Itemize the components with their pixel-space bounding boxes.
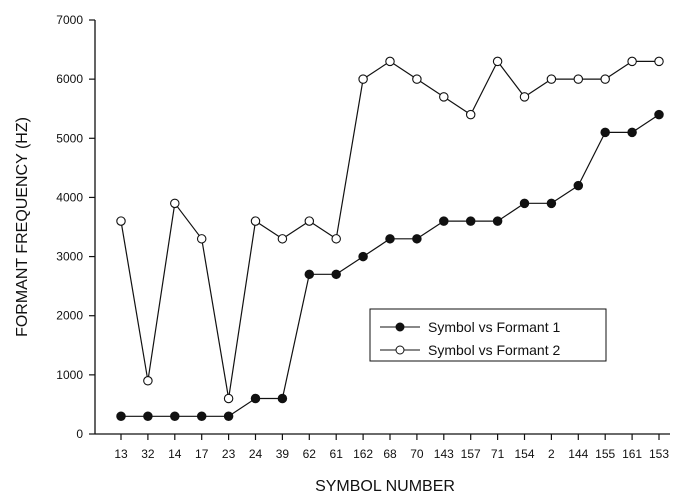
series-1-point xyxy=(116,411,126,422)
legend-label-series-2: Symbol vs Formant 2 xyxy=(428,342,560,358)
y-tick-label: 7000 xyxy=(56,13,83,27)
y-tick-label: 5000 xyxy=(56,131,83,145)
x-tick-label: 23 xyxy=(222,447,236,461)
series-2-point xyxy=(304,216,315,226)
series-1-point xyxy=(519,198,530,209)
x-tick-label: 61 xyxy=(330,447,344,461)
x-tick-label: 70 xyxy=(410,447,424,461)
series-2-point xyxy=(546,74,557,84)
series-2-point xyxy=(170,198,180,209)
x-tick-label: 32 xyxy=(141,447,155,461)
x-tick-label: 2 xyxy=(548,447,555,461)
y-tick-label: 3000 xyxy=(56,250,83,264)
x-tick-label: 155 xyxy=(595,447,615,461)
series-layer xyxy=(116,56,664,422)
series-1-line xyxy=(121,114,660,417)
series-2-point xyxy=(465,109,476,120)
series-1-point xyxy=(250,393,261,404)
series-2-point xyxy=(600,74,610,84)
y-tick-label: 0 xyxy=(76,427,83,441)
y-tick-label: 6000 xyxy=(56,72,83,86)
series-1-point xyxy=(358,251,368,262)
series-1 xyxy=(116,109,664,422)
legend: Symbol vs Formant 1 Symbol vs Formant 2 xyxy=(369,308,607,362)
series-2-point xyxy=(573,74,584,84)
x-tick-label: 14 xyxy=(168,447,182,461)
axes xyxy=(94,20,670,435)
series-2-point xyxy=(223,393,234,404)
x-tick-label: 13 xyxy=(114,447,128,461)
legend-marker-series-1 xyxy=(395,322,405,332)
series-1-point xyxy=(385,234,395,244)
series-1-point xyxy=(331,269,341,280)
series-2 xyxy=(116,56,664,404)
series-2-point xyxy=(439,92,449,102)
series-2-point xyxy=(116,216,126,226)
series-1-point xyxy=(143,411,153,422)
x-ticks: 13 32 14 17 23 24 39 62 61 162 68 70 143 157 71 154 2 144… xyxy=(114,434,669,461)
x-axis-title: SYMBOL NUMBER xyxy=(315,478,455,495)
series-1-point xyxy=(546,198,557,209)
series-1-point xyxy=(573,180,584,191)
y-ticks: 0 1000 2000 3000 4000 5000 6000 7000 xyxy=(56,13,95,441)
series-1-point xyxy=(600,127,610,138)
series-1-point xyxy=(223,411,234,422)
series-1-point xyxy=(412,234,422,244)
x-tick-label: 153 xyxy=(649,447,669,461)
series-2-point xyxy=(519,92,530,102)
series-1-point xyxy=(492,216,503,226)
series-2-point xyxy=(358,74,368,84)
x-tick-label: 68 xyxy=(383,447,397,461)
x-tick-label: 24 xyxy=(249,447,263,461)
y-axis-title: FORMANT FREQUENCY (HZ) xyxy=(14,117,31,337)
series-2-point xyxy=(627,56,637,67)
series-2-point xyxy=(143,376,153,386)
y-tick-label: 4000 xyxy=(56,190,83,204)
legend-box xyxy=(369,308,607,362)
series-1-point xyxy=(304,269,315,280)
series-2-point xyxy=(331,234,341,244)
series-1-point xyxy=(196,411,207,422)
y-tick-label: 1000 xyxy=(56,368,83,382)
series-1-point xyxy=(654,109,664,120)
series-1-point xyxy=(170,411,180,422)
x-tick-label: 39 xyxy=(276,447,290,461)
x-tick-label: 162 xyxy=(353,447,373,461)
series-1-point xyxy=(277,393,288,404)
series-1-point xyxy=(439,216,449,226)
x-tick-label: 71 xyxy=(491,447,505,461)
legend-label-series-1: Symbol vs Formant 1 xyxy=(428,319,560,335)
series-2-point xyxy=(277,234,288,244)
x-tick-label: 144 xyxy=(568,447,588,461)
series-2-point xyxy=(492,56,503,67)
y-tick-label: 2000 xyxy=(56,309,83,323)
x-tick-label: 17 xyxy=(195,447,209,461)
series-2-point xyxy=(385,56,395,67)
series-2-point xyxy=(654,56,664,67)
series-1-point xyxy=(465,216,476,226)
legend-marker-series-2 xyxy=(395,345,405,355)
x-tick-label: 62 xyxy=(303,447,317,461)
series-2-point xyxy=(412,74,422,84)
x-tick-label: 157 xyxy=(461,447,481,461)
series-2-point xyxy=(196,234,207,244)
x-tick-label: 161 xyxy=(622,447,642,461)
x-tick-label: 143 xyxy=(434,447,454,461)
series-1-point xyxy=(627,127,637,138)
series-2-point xyxy=(250,216,261,226)
x-tick-label: 154 xyxy=(514,447,534,461)
